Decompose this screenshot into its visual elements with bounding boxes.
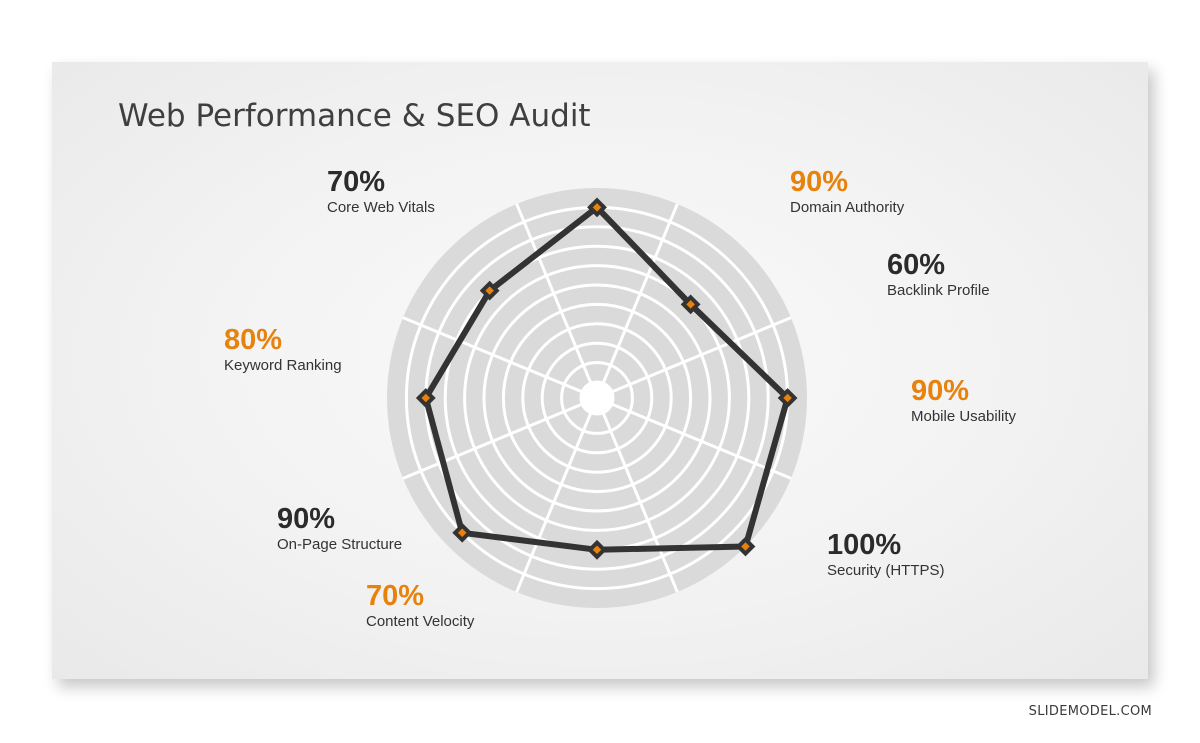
label-mobile-usability: 90% Mobile Usability xyxy=(911,375,1016,427)
radar-grid-spoke-3 xyxy=(611,402,792,480)
value-label-domain-authority: 90% xyxy=(790,166,849,198)
radar-point-center-on-page-structure xyxy=(457,528,467,538)
radar-chart xyxy=(387,188,807,608)
label-domain-authority: 90% Domain Authority xyxy=(790,166,904,218)
radar-grid-spoke-5 xyxy=(515,412,593,593)
category-label-on-page-structure: On-Page Structure xyxy=(277,536,403,553)
radar-point-center-mobile-usability xyxy=(783,393,792,403)
radar-point-center-backlink-profile xyxy=(686,300,695,309)
category-label-backlink-profile: Backlink Profile xyxy=(887,282,990,299)
radar-grid-ring-4 xyxy=(521,322,673,474)
value-label-backlink-profile: 60% xyxy=(887,249,946,281)
label-on-page-structure: 90% On-Page Structure xyxy=(277,503,402,555)
watermark: SLIDEMODEL.COM xyxy=(1028,704,1152,719)
value-label-on-page-structure: 90% xyxy=(277,503,336,535)
label-core-web-vitals: 70% Core Web Vitals xyxy=(327,166,435,218)
category-label-domain-authority: Domain Authority xyxy=(790,199,905,216)
radar-point-center-keyword-ranking xyxy=(421,393,431,403)
value-label-keyword-ranking: 80% xyxy=(224,324,283,356)
radar-center-hub xyxy=(581,382,613,414)
radar-grid-ring-2 xyxy=(560,361,634,435)
radar-point-center-core-web-vitals xyxy=(485,286,494,295)
category-label-security-https: Security (HTTPS) xyxy=(827,562,945,579)
category-label-mobile-usability: Mobile Usability xyxy=(911,408,1017,425)
label-content-velocity: 70% Content Velocity xyxy=(366,580,474,632)
radar-grid-spoke-6 xyxy=(402,402,583,480)
radar-grid-spoke-8 xyxy=(515,203,593,384)
slide-title: Web Performance & SEO Audit xyxy=(118,98,591,134)
radar-grid-ring-5 xyxy=(501,302,693,494)
radar-grid-spoke-1 xyxy=(601,203,679,384)
radar-grid-ring-6 xyxy=(482,283,712,513)
value-label-security-https: 100% xyxy=(827,529,902,561)
value-label-content-velocity: 70% xyxy=(366,580,425,612)
value-label-core-web-vitals: 70% xyxy=(327,166,386,198)
value-label-mobile-usability: 90% xyxy=(911,375,970,407)
label-security-https: 100% Security (HTTPS) xyxy=(827,529,945,581)
radar-grid-spoke-2 xyxy=(611,316,792,394)
radar-grid-spoke-7 xyxy=(402,316,583,394)
slide: Web Performance & SEO Audit 90% Domain A… xyxy=(52,62,1148,679)
radar-grid-ring-3 xyxy=(540,341,654,455)
label-keyword-ranking: 80% Keyword Ranking xyxy=(224,324,342,376)
category-label-core-web-vitals: Core Web Vitals xyxy=(327,199,435,216)
category-label-keyword-ranking: Keyword Ranking xyxy=(224,357,342,374)
radar-grid-spoke-4 xyxy=(601,412,679,593)
radar-grid-ring-7 xyxy=(463,264,731,532)
label-backlink-profile: 60% Backlink Profile xyxy=(887,249,990,301)
category-label-content-velocity: Content Velocity xyxy=(366,613,475,630)
